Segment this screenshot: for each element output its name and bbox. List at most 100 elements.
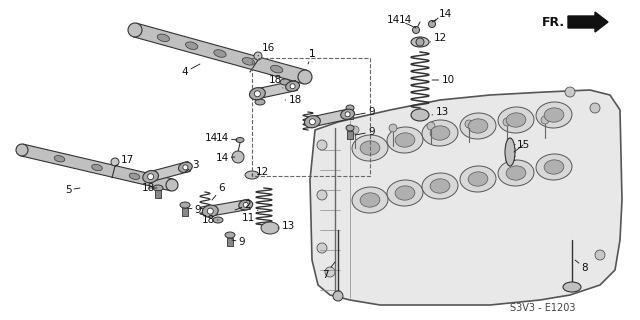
Ellipse shape <box>468 119 488 133</box>
Ellipse shape <box>245 171 259 179</box>
Ellipse shape <box>422 120 458 146</box>
Ellipse shape <box>186 42 198 49</box>
Polygon shape <box>310 90 622 305</box>
Ellipse shape <box>280 79 290 85</box>
Text: 1: 1 <box>308 49 316 62</box>
Circle shape <box>243 202 248 207</box>
Polygon shape <box>307 108 353 127</box>
Circle shape <box>254 91 260 97</box>
Circle shape <box>317 190 327 200</box>
Ellipse shape <box>360 193 380 207</box>
Polygon shape <box>20 144 173 191</box>
Text: 6: 6 <box>212 183 225 200</box>
Ellipse shape <box>468 172 488 186</box>
Ellipse shape <box>387 180 423 206</box>
Text: 14: 14 <box>216 153 235 163</box>
Ellipse shape <box>563 282 581 292</box>
Circle shape <box>541 116 549 124</box>
Circle shape <box>416 38 424 46</box>
Ellipse shape <box>166 179 178 191</box>
Ellipse shape <box>179 162 192 172</box>
Ellipse shape <box>395 133 415 147</box>
Ellipse shape <box>213 217 223 223</box>
Text: 13: 13 <box>432 107 449 117</box>
Text: 4: 4 <box>182 64 200 77</box>
Circle shape <box>254 52 262 60</box>
Circle shape <box>290 84 295 89</box>
Ellipse shape <box>202 205 218 217</box>
Ellipse shape <box>340 109 355 119</box>
Ellipse shape <box>180 202 190 208</box>
Ellipse shape <box>430 126 450 140</box>
Text: 13: 13 <box>278 221 294 231</box>
Text: 18: 18 <box>268 75 283 88</box>
Ellipse shape <box>536 154 572 180</box>
Ellipse shape <box>387 127 423 153</box>
Ellipse shape <box>352 135 388 161</box>
Polygon shape <box>133 23 307 84</box>
Circle shape <box>565 87 575 97</box>
Text: 18: 18 <box>141 183 157 193</box>
Circle shape <box>317 140 327 150</box>
Ellipse shape <box>250 88 266 100</box>
Ellipse shape <box>430 179 450 193</box>
Text: 14: 14 <box>216 133 237 143</box>
Ellipse shape <box>129 173 140 180</box>
Ellipse shape <box>153 185 163 191</box>
Text: 14: 14 <box>205 133 218 143</box>
Circle shape <box>333 291 343 301</box>
Polygon shape <box>155 190 161 198</box>
Ellipse shape <box>298 70 312 84</box>
Ellipse shape <box>460 113 496 139</box>
Text: 14: 14 <box>398 15 416 28</box>
Ellipse shape <box>54 156 65 162</box>
Circle shape <box>232 151 244 163</box>
Circle shape <box>590 103 600 113</box>
Circle shape <box>317 243 327 253</box>
Ellipse shape <box>346 105 354 111</box>
Polygon shape <box>205 199 250 217</box>
Ellipse shape <box>261 222 279 234</box>
Ellipse shape <box>128 23 142 37</box>
Ellipse shape <box>544 160 564 174</box>
Text: 12: 12 <box>252 167 269 177</box>
Text: 1: 1 <box>308 49 316 64</box>
Ellipse shape <box>498 107 534 133</box>
Circle shape <box>148 174 154 180</box>
Circle shape <box>351 126 359 134</box>
Polygon shape <box>182 208 188 216</box>
Circle shape <box>429 20 435 28</box>
Text: 15: 15 <box>514 140 530 152</box>
Text: 18: 18 <box>202 215 218 225</box>
Text: 9: 9 <box>188 205 202 215</box>
Circle shape <box>465 120 473 128</box>
Text: 8: 8 <box>575 260 588 273</box>
Ellipse shape <box>271 65 283 73</box>
Polygon shape <box>568 12 608 32</box>
Ellipse shape <box>242 58 255 65</box>
Circle shape <box>325 267 335 277</box>
Ellipse shape <box>506 113 526 127</box>
Polygon shape <box>347 111 353 119</box>
Ellipse shape <box>143 171 159 183</box>
Polygon shape <box>347 131 353 139</box>
Circle shape <box>111 158 119 166</box>
Circle shape <box>309 119 316 125</box>
Ellipse shape <box>214 50 226 57</box>
Text: 12: 12 <box>430 33 447 43</box>
Text: 9: 9 <box>355 127 374 137</box>
Ellipse shape <box>460 166 496 192</box>
Ellipse shape <box>285 81 300 92</box>
Text: 5: 5 <box>65 185 80 195</box>
Text: 16: 16 <box>258 43 275 56</box>
Ellipse shape <box>225 232 235 238</box>
Ellipse shape <box>346 125 354 131</box>
Circle shape <box>345 112 350 117</box>
Text: 9: 9 <box>232 237 245 247</box>
Text: 9: 9 <box>355 107 374 117</box>
Ellipse shape <box>498 160 534 186</box>
Ellipse shape <box>255 99 265 105</box>
Text: S3V3 - E1203: S3V3 - E1203 <box>510 303 575 313</box>
Circle shape <box>503 118 511 126</box>
Bar <box>252 58 370 176</box>
